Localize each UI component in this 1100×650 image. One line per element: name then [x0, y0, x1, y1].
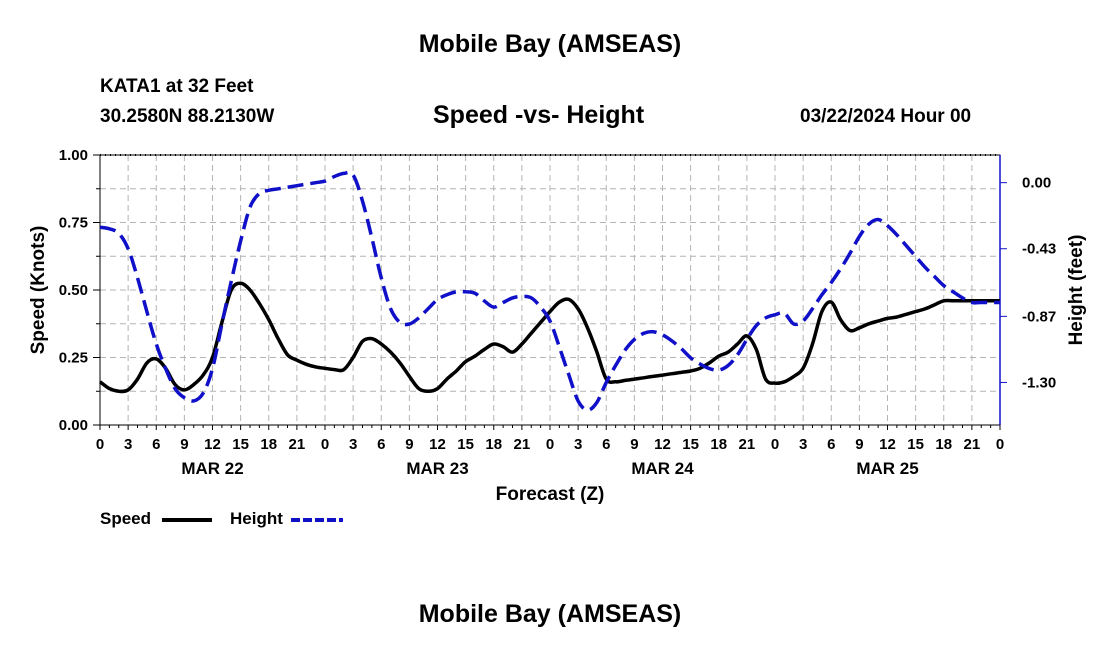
x-tick-label: 3: [124, 436, 132, 453]
x-tick-label: 6: [602, 436, 610, 453]
x-tick-label: 18: [710, 436, 727, 453]
x-tick-label: 0: [996, 436, 1004, 453]
y-tick-label: 1.00: [59, 147, 88, 164]
y2-tick-label: 0.00: [1022, 175, 1051, 192]
day-label: MAR 23: [406, 459, 468, 478]
x-tick-label: 3: [349, 436, 357, 453]
x-tick-label: 18: [935, 436, 952, 453]
x-tick-label: 9: [855, 436, 863, 453]
x-tick-label: 0: [321, 436, 329, 453]
x-tick-label: 0: [771, 436, 779, 453]
x-tick-label: 15: [907, 436, 924, 453]
legend-height-label: Height: [230, 509, 283, 528]
page-title: Mobile Bay (AMSEAS): [418, 30, 682, 58]
y2-tick-label: -0.87: [1022, 308, 1056, 325]
x-tick-label: 21: [289, 436, 306, 453]
x-tick-label: 12: [654, 436, 671, 453]
x-tick-label: 12: [204, 436, 221, 453]
station-label: KATA1 at 32 Feet: [100, 76, 254, 97]
x-tick-label: 6: [377, 436, 385, 453]
y-tick-label: 0.50: [59, 282, 88, 299]
day-label: MAR 24: [631, 459, 694, 478]
y-tick-label: 0.75: [59, 215, 88, 232]
x-tick-label: 12: [429, 436, 446, 453]
y2-tick-label: -0.43: [1022, 241, 1056, 258]
station-coordinates: 30.2580N 88.2130W: [100, 106, 275, 127]
grid-lines: [100, 155, 1000, 425]
x-axis-label: Forecast (Z): [496, 484, 605, 505]
x-tick-label: 6: [152, 436, 160, 453]
y-tick-label: 0.00: [59, 417, 88, 434]
x-tick-label: 15: [682, 436, 699, 453]
x-tick-label: 18: [260, 436, 277, 453]
y2-tick-label: -1.30: [1022, 374, 1056, 391]
x-tick-label: 21: [739, 436, 756, 453]
x-tick-label: 3: [799, 436, 807, 453]
day-label: MAR 22: [181, 459, 243, 478]
x-tick-label: 18: [485, 436, 502, 453]
x-tick-label: 0: [96, 436, 104, 453]
y-axis-label: Speed (Knots): [28, 226, 49, 355]
chart-subtitle: Speed -vs- Height: [433, 101, 645, 129]
x-tick-label: 21: [964, 436, 981, 453]
x-tick-label: 9: [180, 436, 188, 453]
footer-title: Mobile Bay (AMSEAS): [418, 600, 682, 628]
x-tick-label: 12: [879, 436, 896, 453]
legend-speed-label: Speed: [100, 509, 152, 528]
axis-ticks: 0 3 6 9 12 15 18 21 0 3 6 9 12 15 18 21 0 3 6 9 12 15 18 21 0 3 6 9…: [59, 147, 1056, 478]
x-tick-label: 21: [514, 436, 531, 453]
x-tick-label: 9: [630, 436, 638, 453]
day-label: MAR 25: [856, 459, 918, 478]
forecast-datetime: 03/22/2024 Hour 00: [800, 106, 972, 127]
height-series-line: [99, 170, 1001, 412]
y-tick-label: 0.25: [59, 350, 88, 367]
x-tick-label: 3: [574, 436, 582, 453]
x-tick-label: 6: [827, 436, 835, 453]
y2-axis-label: Height (feet): [1066, 235, 1087, 346]
x-tick-label: 15: [232, 436, 249, 453]
speed-series-line: [98, 281, 1000, 394]
x-tick-label: 15: [457, 436, 474, 453]
x-tick-label: 0: [546, 436, 554, 453]
series-lines: [98, 170, 1001, 412]
x-tick-label: 9: [405, 436, 413, 453]
